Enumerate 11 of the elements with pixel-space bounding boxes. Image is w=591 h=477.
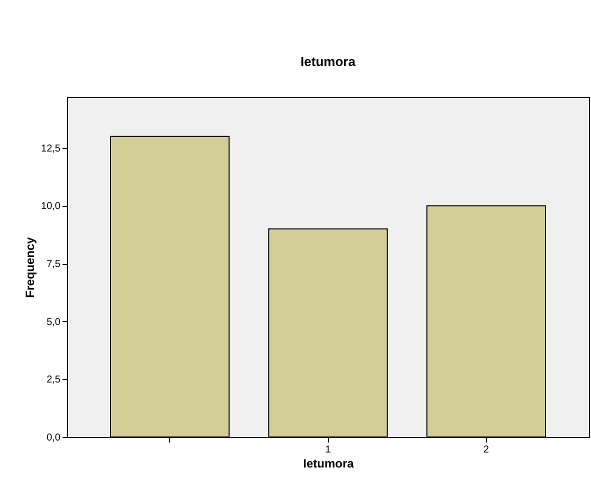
x-tick-label: 1 <box>325 444 332 456</box>
y-tick-label: 2,5 <box>46 374 61 386</box>
y-tick-label: 12,5 <box>41 143 61 154</box>
chart-title: Ietumora <box>300 54 356 69</box>
y-tick-label: 5,0 <box>46 316 61 328</box>
y-tick-label: 7,5 <box>46 259 61 270</box>
y-axis-title: Frequency <box>23 236 38 298</box>
x-tick-label: 2 <box>483 444 490 456</box>
y-tick-label: 0,0 <box>46 432 61 444</box>
x-axis-title: Ietumora <box>303 456 354 470</box>
y-tick-label: 10,0 <box>41 201 61 212</box>
